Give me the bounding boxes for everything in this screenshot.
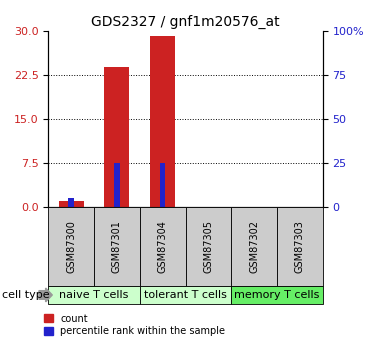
Bar	[231, 207, 277, 286]
Text: GSM87303: GSM87303	[295, 220, 305, 273]
Text: tolerant T cells: tolerant T cells	[144, 290, 227, 300]
Title: GDS2327 / gnf1m20576_at: GDS2327 / gnf1m20576_at	[91, 14, 280, 29]
Bar	[94, 207, 140, 286]
Bar	[160, 163, 165, 207]
Bar	[114, 163, 119, 207]
Bar	[140, 286, 231, 304]
Text: GSM87302: GSM87302	[249, 220, 259, 273]
Text: naive T cells: naive T cells	[59, 290, 129, 300]
Bar	[48, 207, 94, 286]
Bar	[140, 207, 186, 286]
Bar	[59, 201, 84, 207]
Text: cell type: cell type	[2, 290, 49, 300]
Bar	[104, 67, 129, 207]
Legend: count, percentile rank within the sample: count, percentile rank within the sample	[42, 312, 227, 338]
Bar	[231, 286, 323, 304]
Text: GSM87305: GSM87305	[203, 220, 213, 273]
Text: GSM87304: GSM87304	[158, 220, 168, 273]
Bar	[277, 207, 323, 286]
Text: memory T cells: memory T cells	[234, 290, 320, 300]
Bar	[150, 36, 175, 207]
Bar	[186, 207, 231, 286]
Text: GSM87300: GSM87300	[66, 220, 76, 273]
Bar	[48, 286, 140, 304]
Bar	[68, 198, 74, 207]
Text: GSM87301: GSM87301	[112, 220, 122, 273]
